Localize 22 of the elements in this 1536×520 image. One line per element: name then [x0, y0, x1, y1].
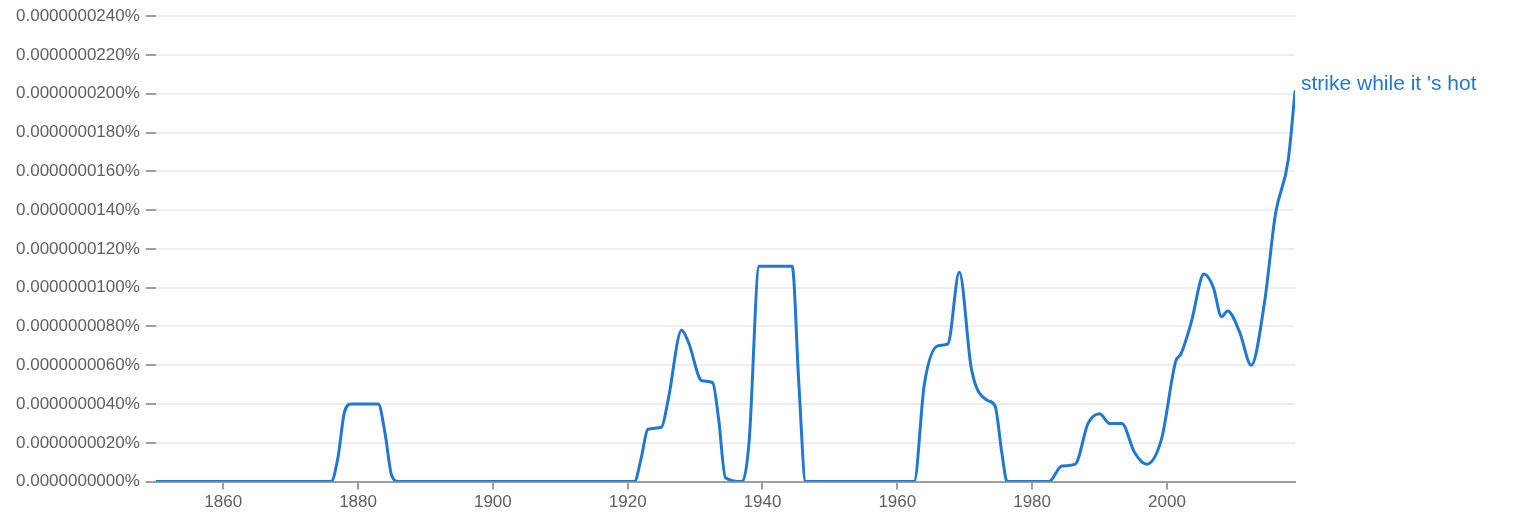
y-tick-label: 0.0000000080%	[16, 316, 140, 336]
y-tick-label: 0.0000000060%	[16, 354, 140, 374]
x-tick-label: 1960	[878, 492, 917, 512]
series-label: strike while it 's hot	[1301, 70, 1477, 94]
y-tick-label: 0.0000000220%	[16, 44, 140, 64]
y-tick-label: 0.0000000040%	[16, 393, 140, 413]
y-tick-label: 0.0000000180%	[16, 122, 140, 142]
y-tick-label: 0.0000000100%	[16, 277, 140, 297]
y-tick-label: 0.0000000200%	[16, 83, 140, 103]
y-tick-label: 0.0000000240%	[16, 5, 140, 25]
x-tick-label: 1860	[204, 492, 243, 512]
y-tick-label: 0.0000000120%	[16, 238, 140, 258]
x-tick-label: 1920	[608, 492, 647, 512]
x-tick-label: 1980	[1013, 492, 1052, 512]
y-tick-label: 0.0000000140%	[16, 199, 140, 219]
x-tick-label: 1900	[473, 492, 512, 512]
x-tick-label: 1940	[743, 492, 782, 512]
x-tick-label: 2000	[1148, 492, 1186, 512]
y-tick-label: 0.0000000020%	[16, 432, 140, 452]
y-tick-label: 0.0000000000%	[16, 471, 140, 491]
y-tick-label: 0.0000000160%	[16, 161, 140, 181]
x-tick-label: 1880	[339, 492, 377, 512]
